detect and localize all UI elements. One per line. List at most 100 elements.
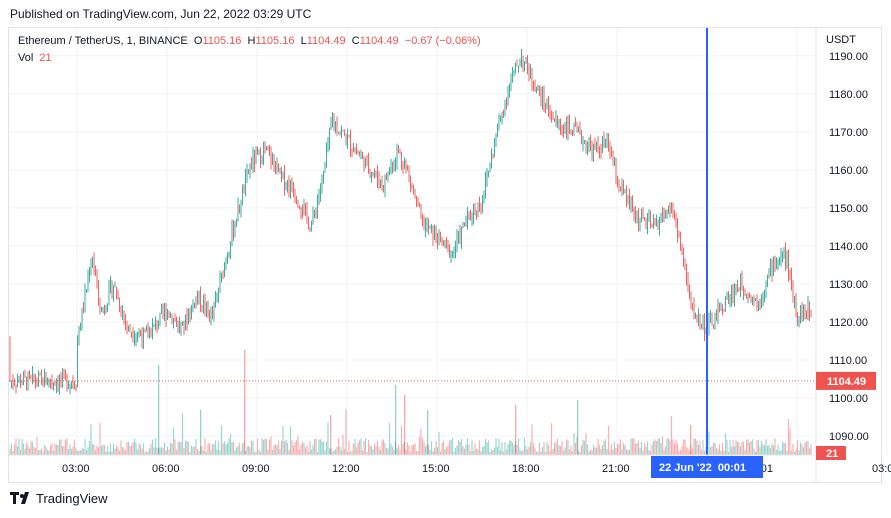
volume-bar <box>103 445 106 455</box>
volume-bar <box>57 445 59 455</box>
volume-bar <box>223 441 226 455</box>
volume-bar <box>721 442 724 455</box>
volume-bar <box>690 425 692 455</box>
volume-bar <box>244 350 246 455</box>
volume-bar <box>79 450 82 455</box>
currency-label: USDT <box>826 34 856 46</box>
volume-bar <box>15 438 17 455</box>
volume-bar <box>324 450 326 455</box>
volume-bar <box>99 422 101 455</box>
x-tick-label: 03:00 <box>62 463 90 475</box>
footer-brand[interactable]: TradingView <box>10 491 108 506</box>
volume-bar <box>637 440 640 455</box>
volume-bar <box>498 438 500 455</box>
volume-bar <box>100 445 103 455</box>
volume-bar <box>717 449 719 455</box>
volume-bar <box>156 447 158 455</box>
volume-bar <box>45 447 47 455</box>
volume-bar <box>466 438 469 455</box>
change-value: −0.67 (−0.06%) <box>404 35 481 47</box>
volume-bar <box>162 447 164 455</box>
volume-bar <box>85 450 88 455</box>
volume-bar <box>358 440 361 455</box>
volume-bar <box>36 437 38 455</box>
volume-bar <box>261 438 263 455</box>
last-volume-badge-bg <box>816 446 846 460</box>
volume-bar <box>793 451 796 455</box>
volume-bar <box>336 446 338 455</box>
volume-bar <box>363 440 365 455</box>
volume-bar <box>102 444 104 455</box>
volume-bar <box>447 445 449 455</box>
volume-bar <box>231 442 233 455</box>
volume-bar <box>234 450 236 455</box>
volume-bar <box>465 444 467 455</box>
volume-bar <box>132 442 134 455</box>
volume-bar <box>798 450 800 455</box>
volume-bar <box>136 449 139 455</box>
last-price-value: 1104.49 <box>827 376 866 388</box>
volume-bar <box>322 441 325 455</box>
volume-bar <box>208 443 211 455</box>
volume-bar <box>621 448 623 455</box>
chart-frame[interactable] <box>8 27 882 483</box>
volume-bar <box>528 446 530 455</box>
volume-bar <box>129 445 131 455</box>
volume-bar <box>652 441 655 455</box>
volume-bar <box>288 450 290 455</box>
volume-bar <box>784 443 787 455</box>
volume-bar <box>724 433 727 455</box>
volume-bar <box>58 439 61 455</box>
volume-bar <box>436 447 439 455</box>
volume-bar <box>718 444 721 455</box>
volume-bar <box>286 442 289 455</box>
volume-bar <box>456 445 458 455</box>
volume-bar <box>583 440 586 455</box>
volume-bar <box>247 446 250 455</box>
volume-bar <box>640 441 643 455</box>
volume-bar <box>200 410 202 455</box>
volume-bar <box>480 451 482 455</box>
volume-bar <box>217 440 220 455</box>
volume-bar <box>204 438 206 455</box>
volume-bar <box>636 443 638 455</box>
volume-bar <box>433 447 436 455</box>
volume-bar <box>781 442 784 455</box>
volume-bar <box>414 443 416 455</box>
volume-bar <box>202 450 205 455</box>
volume-bar <box>549 451 551 455</box>
volume-bar <box>289 426 292 455</box>
volume-bar <box>198 451 200 455</box>
volume-bar <box>646 441 649 455</box>
volume-bar <box>783 442 785 455</box>
volume-bar <box>141 448 143 455</box>
volume-bar <box>325 441 328 455</box>
volume-bar <box>415 451 418 455</box>
volume-bar <box>139 444 142 455</box>
volume-bar <box>382 439 385 455</box>
volume-bar <box>559 446 562 455</box>
volume-bar <box>580 445 583 455</box>
volume-bar <box>12 450 14 455</box>
volume-bar <box>303 442 305 455</box>
volume-bar <box>186 440 188 455</box>
y-tick-label: 1120.00 <box>829 317 868 329</box>
volume-bar <box>654 439 656 455</box>
volume-bar <box>748 442 751 455</box>
volume-bar <box>205 451 208 455</box>
volume-bar <box>33 446 35 455</box>
volume-bar <box>507 444 509 455</box>
volume-bar <box>778 450 781 455</box>
volume-bar <box>181 413 184 455</box>
volume-bar <box>604 439 607 455</box>
volume-bar <box>88 440 91 455</box>
volume-bar <box>574 442 577 455</box>
crosshair-date-badge: 22 Jun '22 00:01 <box>651 456 763 478</box>
volume-bar <box>651 444 653 455</box>
volume-bar <box>249 447 251 455</box>
volume-bar <box>21 439 23 455</box>
volume-bar <box>352 443 355 455</box>
volume-bar <box>49 445 52 455</box>
volume-bar <box>66 438 68 455</box>
